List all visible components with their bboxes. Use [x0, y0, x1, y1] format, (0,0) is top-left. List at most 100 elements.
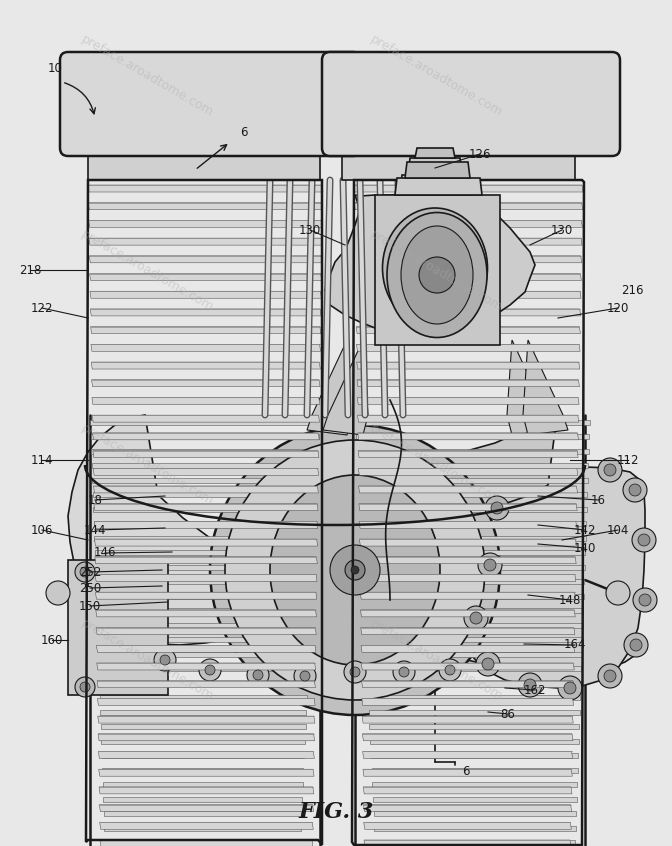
Polygon shape [354, 203, 583, 210]
Polygon shape [100, 695, 307, 700]
Polygon shape [358, 492, 587, 497]
Polygon shape [355, 435, 589, 439]
Polygon shape [91, 435, 319, 439]
Text: 120: 120 [607, 301, 629, 315]
Polygon shape [364, 594, 584, 599]
Text: 164: 164 [564, 639, 586, 651]
Polygon shape [375, 840, 575, 845]
Bar [68, 560, 168, 695]
Polygon shape [323, 340, 368, 435]
Polygon shape [103, 797, 302, 801]
Polygon shape [507, 340, 552, 435]
Polygon shape [364, 840, 571, 846]
Polygon shape [400, 175, 470, 195]
Polygon shape [94, 503, 318, 511]
Polygon shape [89, 273, 322, 281]
Polygon shape [95, 580, 312, 585]
Polygon shape [364, 822, 571, 829]
Polygon shape [91, 464, 318, 469]
Text: 104: 104 [607, 524, 629, 536]
Polygon shape [91, 380, 320, 387]
Text: 250: 250 [79, 581, 101, 595]
Polygon shape [358, 468, 578, 475]
Circle shape [598, 458, 622, 482]
Polygon shape [89, 238, 322, 245]
Polygon shape [405, 162, 470, 178]
Polygon shape [360, 539, 577, 546]
Polygon shape [362, 699, 574, 706]
Text: 216: 216 [621, 283, 643, 296]
Circle shape [470, 612, 482, 624]
Text: 160: 160 [41, 634, 63, 646]
Polygon shape [360, 521, 587, 526]
Polygon shape [102, 753, 304, 758]
Circle shape [606, 581, 630, 605]
Text: preface.aroadtome.com: preface.aroadtome.com [368, 422, 505, 508]
Circle shape [638, 534, 650, 546]
Polygon shape [357, 464, 589, 469]
Ellipse shape [270, 475, 440, 665]
Polygon shape [358, 478, 588, 483]
Polygon shape [99, 769, 314, 776]
Polygon shape [104, 811, 301, 816]
Text: 6: 6 [240, 126, 247, 139]
Circle shape [247, 664, 269, 686]
Text: 10: 10 [48, 62, 63, 75]
Polygon shape [92, 478, 317, 483]
Circle shape [300, 671, 310, 681]
Polygon shape [354, 185, 583, 192]
Polygon shape [96, 610, 317, 617]
Polygon shape [359, 486, 577, 493]
Polygon shape [93, 468, 319, 475]
Polygon shape [362, 716, 573, 723]
Polygon shape [93, 492, 317, 497]
Polygon shape [363, 787, 572, 794]
Polygon shape [364, 805, 572, 811]
Circle shape [629, 484, 641, 496]
Text: preface.aroadtome.com: preface.aroadtome.com [368, 228, 505, 314]
Polygon shape [325, 194, 535, 334]
Polygon shape [355, 291, 581, 299]
Circle shape [623, 478, 647, 502]
Polygon shape [94, 536, 314, 541]
Circle shape [75, 562, 95, 582]
Circle shape [518, 673, 542, 697]
Polygon shape [100, 710, 306, 715]
Circle shape [604, 464, 616, 476]
Circle shape [80, 682, 90, 692]
Text: 6: 6 [462, 765, 470, 778]
Polygon shape [95, 551, 314, 555]
Polygon shape [357, 362, 580, 369]
Polygon shape [318, 415, 557, 510]
Polygon shape [360, 557, 576, 563]
Circle shape [351, 566, 359, 574]
Polygon shape [89, 221, 323, 228]
Polygon shape [363, 769, 573, 776]
Text: 126: 126 [469, 147, 491, 161]
Ellipse shape [382, 208, 487, 328]
Text: preface.aroadtome.com: preface.aroadtome.com [79, 228, 216, 314]
Polygon shape [95, 574, 317, 581]
Polygon shape [361, 628, 575, 634]
Polygon shape [98, 751, 314, 759]
Polygon shape [356, 449, 589, 454]
Polygon shape [90, 291, 321, 299]
Circle shape [419, 257, 455, 293]
Polygon shape [356, 309, 581, 316]
Polygon shape [98, 651, 309, 656]
Circle shape [199, 659, 221, 681]
Polygon shape [97, 699, 315, 706]
Text: 252: 252 [79, 565, 101, 579]
Polygon shape [95, 557, 317, 563]
Polygon shape [95, 539, 318, 546]
Polygon shape [91, 449, 319, 454]
Circle shape [445, 665, 455, 675]
Polygon shape [99, 787, 314, 794]
Circle shape [632, 528, 656, 552]
Polygon shape [366, 637, 582, 642]
Polygon shape [97, 681, 315, 688]
Polygon shape [90, 309, 321, 316]
Circle shape [393, 661, 415, 683]
Text: 162: 162 [523, 684, 546, 696]
Text: 112: 112 [617, 453, 639, 466]
